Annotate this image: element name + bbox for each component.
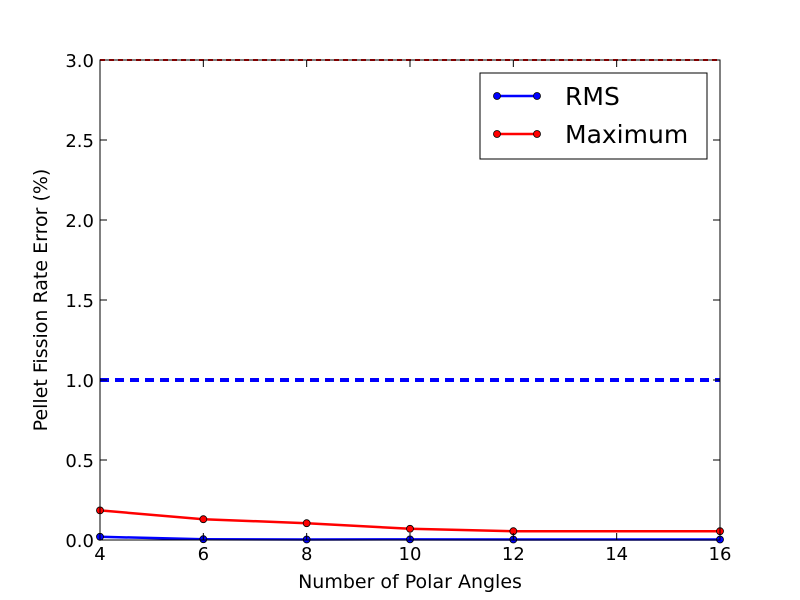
- plot-frame: [99, 59, 721, 541]
- x-tick-label: 4: [94, 544, 105, 565]
- legend: RMS Maximum: [479, 72, 708, 160]
- y-tick-label: 0.0: [65, 531, 94, 552]
- data-point-maximum: [406, 524, 414, 533]
- legend-label-rms: RMS: [565, 82, 620, 111]
- x-tick-label: 16: [709, 544, 732, 565]
- axis-ticks: 4 6 8 10 12 14 16 0.0 0.5 1.0 1.5 2.0 2.5 3.0: [65, 51, 731, 565]
- x-tick-label: 6: [198, 544, 209, 565]
- legend-marker-maximum: [493, 130, 501, 138]
- x-tick-label: 12: [502, 544, 525, 565]
- data-point-maximum: [302, 519, 311, 528]
- y-tick-label: 1.5: [65, 291, 94, 312]
- legend-box: [479, 72, 708, 160]
- y-axis-label: Pellet Fission Rate Error (%): [30, 169, 52, 432]
- y-tick-label: 0.5: [65, 451, 94, 472]
- y-tick-label: 3.0: [65, 51, 94, 72]
- legend-marker-maximum: [533, 130, 541, 138]
- legend-marker-rms: [533, 92, 541, 100]
- legend-marker-rms: [493, 92, 501, 100]
- y-tick-label: 1.0: [65, 371, 94, 392]
- y-tick-label: 2.0: [65, 211, 94, 232]
- x-tick-label: 8: [301, 544, 312, 565]
- x-tick-label: 14: [605, 544, 628, 565]
- data-point-maximum: [199, 515, 208, 524]
- legend-label-maximum: Maximum: [565, 120, 688, 149]
- x-tick-label: 10: [399, 544, 422, 565]
- series-line-maximum: [99, 509, 720, 533]
- x-axis-label: Number of Polar Angles: [298, 571, 522, 593]
- y-tick-label: 2.5: [65, 131, 94, 152]
